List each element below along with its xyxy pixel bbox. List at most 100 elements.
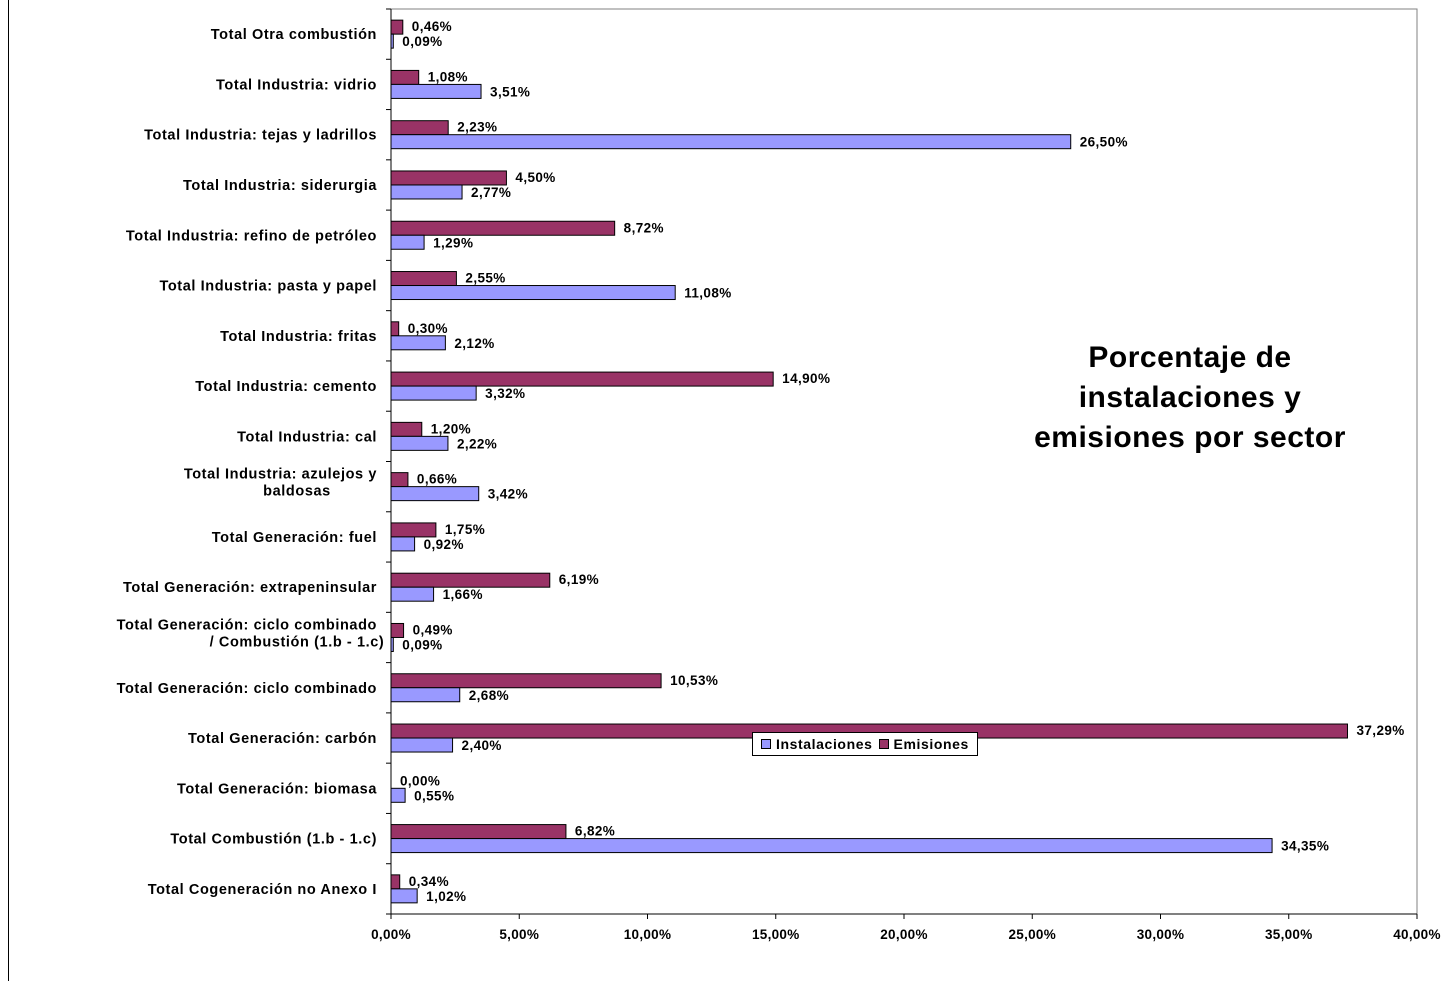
data-label-emisiones: 0,49% <box>413 622 453 637</box>
data-label-instalaciones: 26,50% <box>1080 135 1128 150</box>
bar-emisiones <box>390 170 507 186</box>
data-label-instalaciones: 3,51% <box>490 84 530 99</box>
bar-emisiones <box>390 371 774 387</box>
x-tick-label: 25,00% <box>1008 927 1056 942</box>
data-label-instalaciones: 2,40% <box>462 738 502 753</box>
category-label: Total Cogeneración no Anexo I <box>148 882 377 898</box>
bar-emisiones <box>390 19 404 35</box>
x-tick-label: 30,00% <box>1137 927 1185 942</box>
category-label: Total Otra combustión <box>211 27 377 43</box>
x-tick-label: 0,00% <box>371 927 411 942</box>
data-label-emisiones: 0,30% <box>408 321 448 336</box>
bar-instalaciones <box>390 435 449 451</box>
category-label: Total Generación: ciclo combinado / Combu… <box>117 617 385 650</box>
bar-emisiones <box>390 572 551 588</box>
data-label-instalaciones: 2,77% <box>471 185 511 200</box>
data-label-emisiones: 0,34% <box>409 874 449 889</box>
bar-emisiones <box>390 69 420 85</box>
category-label: Total Industria: azulejos y baldosas <box>184 467 377 500</box>
data-label-emisiones: 2,23% <box>457 120 497 135</box>
bar-instalaciones <box>390 536 416 552</box>
data-label-instalaciones: 2,22% <box>457 436 497 451</box>
bar-instalaciones <box>390 486 480 502</box>
category-label: Total Generación: biomasa <box>177 781 377 797</box>
category-label: Total Industria: cemento <box>195 379 377 395</box>
data-label-instalaciones: 0,09% <box>402 637 442 652</box>
bar-instalaciones <box>390 33 394 49</box>
category-label: Total Industria: vidrio <box>216 77 377 93</box>
bar-emisiones <box>390 622 405 638</box>
data-label-instalaciones: 0,92% <box>424 537 464 552</box>
x-tick-label: 5,00% <box>499 927 539 942</box>
category-label: Total Generación: carbón <box>188 731 377 747</box>
data-label-instalaciones: 0,55% <box>414 788 454 803</box>
category-label: Total Generación: ciclo combinado <box>117 681 377 697</box>
bar-emisiones <box>390 522 437 538</box>
bar-instalaciones <box>390 737 454 753</box>
category-label: Total Generación: fuel <box>212 530 377 546</box>
category-label: Total Industria: tejas y ladrillos <box>144 128 377 144</box>
category-label: Total Generación: extrapeninsular <box>123 580 377 596</box>
legend-item-instalaciones: Instalaciones <box>761 736 873 752</box>
category-label: Total Combustión (1.b - 1.c) <box>170 832 377 848</box>
bar-instalaciones <box>390 636 394 652</box>
chart-title-line-1: Porcentaje de <box>1088 341 1292 374</box>
bar-instalaciones <box>390 184 463 200</box>
category-label: Total Industria: pasta y papel <box>159 279 377 295</box>
legend-swatch-emisiones <box>878 739 889 749</box>
bar-instalaciones <box>390 83 482 99</box>
data-label-emisiones: 37,29% <box>1356 723 1404 738</box>
bar-instalaciones <box>390 134 1072 150</box>
bar-instalaciones <box>390 787 406 803</box>
category-label: Total Industria: refino de petróleo <box>126 228 377 244</box>
x-tick-label: 40,00% <box>1393 927 1441 942</box>
data-label-instalaciones: 3,32% <box>485 386 525 401</box>
legend-label-instalaciones: Instalaciones <box>776 736 873 752</box>
bar-emisiones <box>390 673 662 689</box>
bar-instalaciones <box>390 385 477 401</box>
bar-instalaciones <box>390 687 461 703</box>
data-label-emisiones: 2,55% <box>465 271 505 286</box>
data-label-emisiones: 6,82% <box>575 824 615 839</box>
data-label-instalaciones: 0,09% <box>402 34 442 49</box>
data-label-instalaciones: 1,66% <box>443 587 483 602</box>
data-label-emisiones: 8,72% <box>624 220 664 235</box>
bar-instalaciones <box>390 335 446 351</box>
data-label-emisiones: 1,08% <box>428 69 468 84</box>
chart-title: Porcentaje de instalaciones y emisiones … <box>985 338 1395 458</box>
x-tick-label: 20,00% <box>880 927 928 942</box>
bar-instalaciones <box>390 234 425 250</box>
category-label: Total Industria: siderurgia <box>183 178 377 194</box>
bar-emisiones <box>390 472 409 488</box>
left-border-line <box>8 0 9 981</box>
data-label-instalaciones: 1,02% <box>426 889 466 904</box>
bar-emisiones <box>390 271 457 287</box>
data-label-instalaciones: 3,42% <box>488 487 528 502</box>
data-label-emisiones: 10,53% <box>670 673 718 688</box>
data-label-instalaciones: 2,68% <box>469 688 509 703</box>
legend-swatch-instalaciones <box>761 739 771 749</box>
bar-emisiones <box>390 120 449 136</box>
data-label-emisiones: 4,50% <box>515 170 555 185</box>
data-label-instalaciones: 1,29% <box>433 235 473 250</box>
legend-item-emisiones: Emisiones <box>878 736 969 752</box>
bar-emisiones <box>390 220 616 236</box>
bar-instalaciones <box>390 838 1273 854</box>
bar-emisiones <box>390 874 401 890</box>
data-label-emisiones: 6,19% <box>559 572 599 587</box>
data-label-emisiones: 0,66% <box>417 472 457 487</box>
data-label-instalaciones: 34,35% <box>1281 839 1329 854</box>
legend: Instalaciones Emisiones <box>752 732 978 756</box>
data-label-emisiones: 1,20% <box>431 421 471 436</box>
data-label-emisiones: 1,75% <box>445 522 485 537</box>
bar-emisiones <box>390 421 423 437</box>
x-tick-label: 10,00% <box>624 927 672 942</box>
data-label-instalaciones: 11,08% <box>684 286 731 301</box>
legend-label-emisiones: Emisiones <box>893 736 969 752</box>
chart-title-line-3: emisiones por sector <box>1034 421 1346 454</box>
data-label-instalaciones: 2,12% <box>454 336 494 351</box>
category-label: Total Industria: cal <box>237 429 377 445</box>
bar-instalaciones <box>390 888 418 904</box>
